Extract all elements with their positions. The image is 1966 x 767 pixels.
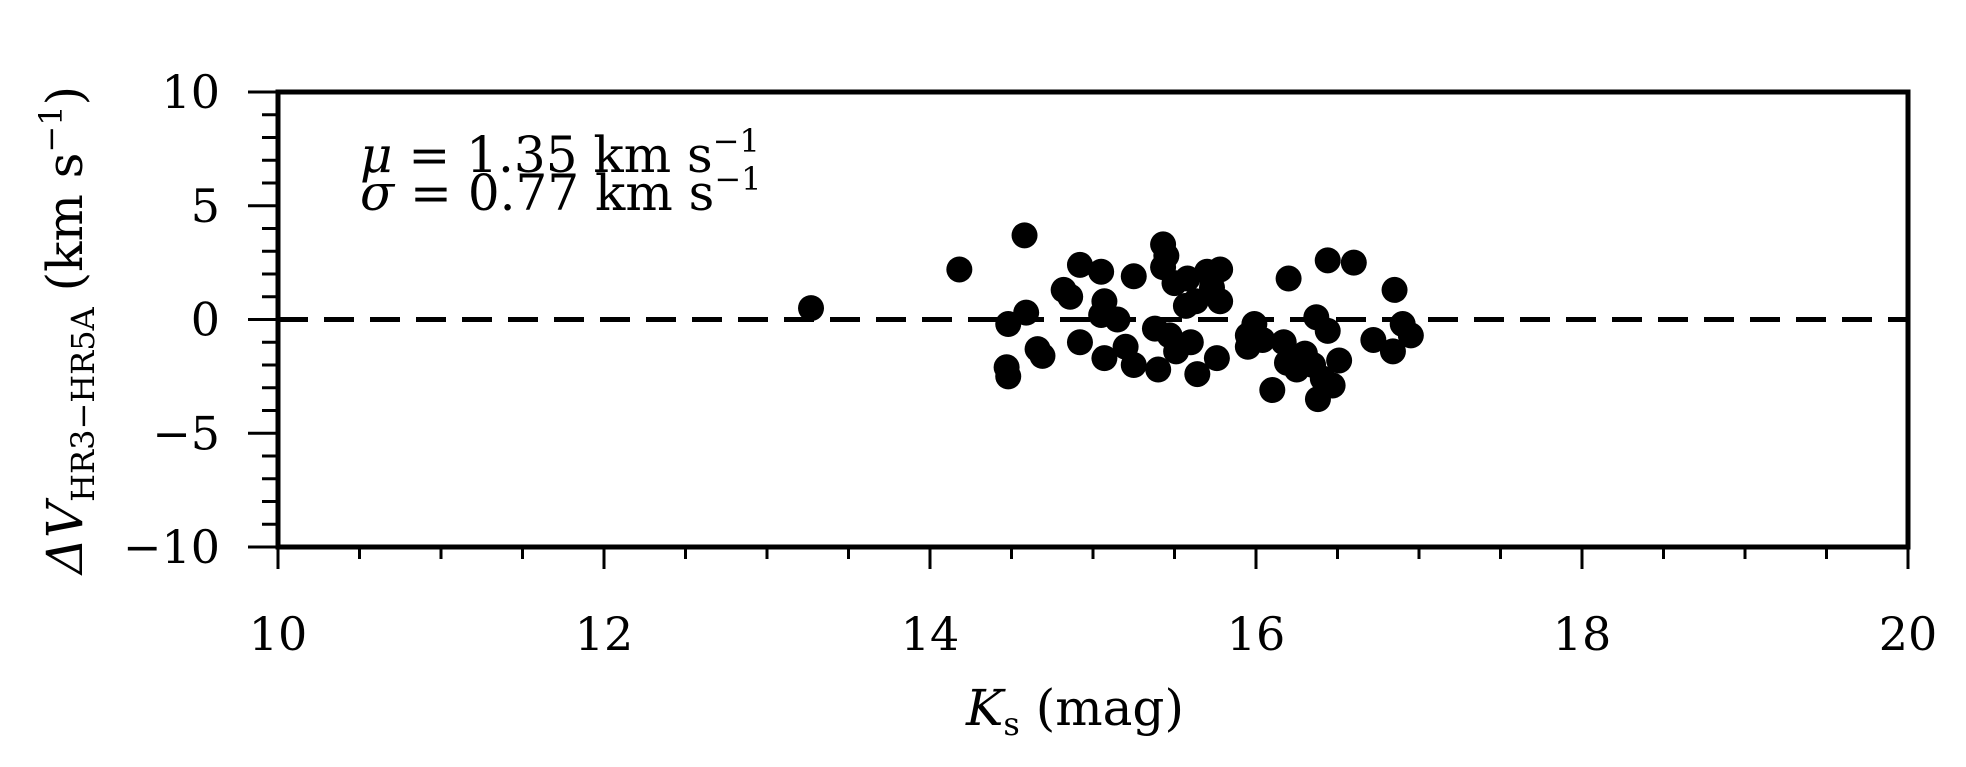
y-tick-label: −5 bbox=[152, 406, 220, 460]
y-axis-sub: HR3−HR5A bbox=[64, 306, 102, 502]
x-axis-sub: s bbox=[1003, 705, 1019, 743]
data-point bbox=[995, 363, 1022, 390]
data-point bbox=[1259, 377, 1286, 404]
data-point bbox=[1120, 263, 1147, 290]
data-point bbox=[1270, 329, 1297, 356]
data-point bbox=[1314, 317, 1341, 344]
y-tick-label: 5 bbox=[191, 179, 220, 233]
y-axis-unit-sup: −1 bbox=[32, 105, 70, 152]
x-tick-label: 14 bbox=[901, 607, 960, 661]
data-point bbox=[946, 256, 973, 283]
data-point bbox=[1326, 347, 1353, 374]
y-axis-symbol: ΔV bbox=[36, 497, 94, 576]
data-point bbox=[1066, 329, 1093, 356]
data-point bbox=[1275, 265, 1302, 292]
tick-labels: 10 12 14 16 18 20 10 5 0 −5 −10 bbox=[123, 65, 1937, 661]
data-point bbox=[1104, 306, 1131, 333]
data-points bbox=[798, 222, 1424, 413]
data-point bbox=[1174, 265, 1201, 292]
y-axis-unit: (km s bbox=[36, 153, 94, 308]
data-point bbox=[1203, 345, 1230, 372]
mean-symbol: μ bbox=[360, 126, 393, 184]
plot-frame bbox=[275, 89, 1911, 550]
data-point bbox=[1120, 352, 1147, 378]
y-axis-title: ΔVHR3−HR5A (km s−1) bbox=[32, 86, 102, 576]
x-tick-label: 10 bbox=[249, 607, 308, 661]
mean-sup: −1 bbox=[713, 122, 760, 160]
data-point bbox=[1379, 338, 1406, 365]
x-tick-label: 16 bbox=[1227, 607, 1286, 661]
sigma-symbol: σ bbox=[360, 164, 396, 222]
annotation-mean: μ = 1.35 km s−1 bbox=[360, 122, 760, 184]
x-axis-title: Ks (mag) bbox=[965, 679, 1184, 743]
x-axis-unit: (mag) bbox=[1020, 679, 1184, 737]
data-point bbox=[1207, 288, 1234, 315]
data-point bbox=[1207, 256, 1234, 283]
data-point bbox=[1397, 322, 1424, 349]
data-point bbox=[1057, 283, 1084, 310]
data-point bbox=[1091, 345, 1118, 372]
data-point bbox=[1314, 247, 1341, 274]
data-point bbox=[1319, 372, 1346, 399]
data-point bbox=[798, 295, 825, 322]
data-point bbox=[1184, 361, 1211, 388]
data-point bbox=[1360, 326, 1387, 353]
mean-text: = 1.35 km s bbox=[393, 126, 713, 184]
data-point bbox=[1088, 258, 1115, 285]
data-point bbox=[1011, 222, 1038, 249]
x-tick-label: 18 bbox=[1553, 607, 1612, 661]
data-point bbox=[1177, 329, 1204, 356]
data-point bbox=[1340, 249, 1367, 276]
data-point bbox=[1013, 299, 1040, 326]
y-tick-label: 10 bbox=[161, 65, 220, 119]
annotation-sigma: σ = 0.77 km s−1 bbox=[360, 160, 761, 222]
data-point bbox=[1145, 356, 1172, 383]
y-axis-unit-close: ) bbox=[36, 86, 94, 106]
x-tick-label: 12 bbox=[575, 607, 634, 661]
y-tick-label: 0 bbox=[191, 293, 220, 347]
data-point bbox=[1249, 326, 1276, 353]
y-tick-label: −10 bbox=[123, 520, 220, 574]
sigma-sup: −1 bbox=[714, 160, 761, 198]
x-tick-label: 20 bbox=[1879, 607, 1938, 661]
data-point bbox=[1381, 276, 1408, 303]
sigma-text: = 0.77 km s bbox=[394, 164, 714, 222]
data-point bbox=[1066, 251, 1093, 278]
data-point bbox=[1029, 342, 1056, 369]
x-axis-symbol: K bbox=[965, 679, 1006, 737]
